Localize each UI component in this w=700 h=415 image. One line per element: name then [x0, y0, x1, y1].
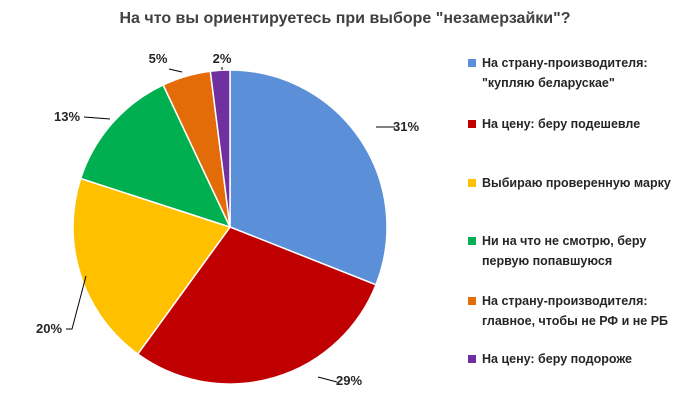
data-labels: 31% 29% 20% 13% 5% 2% — [36, 51, 419, 388]
legend-label-line: первую попавшуюся — [482, 254, 612, 268]
legend-label: На страну-производителя: "купляю беларуск… — [482, 56, 648, 90]
legend-label-line: На цену: беру подешевле — [482, 117, 640, 131]
legend-label-line: "купляю беларускае" — [482, 76, 615, 90]
data-label: 13% — [54, 109, 80, 124]
legend-swatch — [468, 59, 476, 67]
legend-swatch — [468, 237, 476, 245]
pie-slice — [136, 226, 377, 385]
data-label: 20% — [36, 321, 62, 336]
leader-line — [66, 275, 87, 330]
pie-slice — [72, 177, 232, 356]
leader-line — [83, 116, 111, 120]
legend-label-line: На страну-производителя: — [482, 294, 648, 308]
legend-swatch — [468, 179, 476, 187]
legend-label: На страну-производителя: главное, чтобы н… — [482, 294, 668, 328]
leader-line — [168, 68, 183, 73]
legend-label: Ни на что не смотрю, беру первую попавшую… — [482, 234, 646, 268]
legend-label: Выбираю проверенную марку — [482, 176, 671, 190]
pie-slice — [209, 69, 231, 228]
data-label: 31% — [393, 119, 419, 134]
legend-label-line: Ни на что не смотрю, беру — [482, 234, 646, 248]
chart-title: На что вы ориентируетесь при выборе "нез… — [120, 10, 571, 27]
legend-label-line: На цену: беру подороже — [482, 352, 632, 366]
legend-label-line: Выбираю проверенную марку — [482, 176, 671, 190]
pie-slice — [79, 83, 232, 229]
data-label: 2% — [213, 51, 232, 66]
legend-swatch — [468, 355, 476, 363]
legend-label: На цену: беру подороже — [482, 352, 632, 366]
legend-label-line: На страну-производителя: — [482, 56, 648, 70]
data-label: 5% — [149, 51, 168, 66]
legend-swatch — [468, 120, 476, 128]
data-label: 29% — [336, 373, 362, 388]
leader-line — [317, 376, 338, 383]
pie-slices — [72, 69, 388, 385]
legend-label: На цену: беру подешевле — [482, 117, 640, 131]
leader-lines — [66, 67, 395, 383]
legend-swatch — [468, 297, 476, 305]
pie-slice — [229, 69, 388, 286]
legend: На страну-производителя: "купляю беларуск… — [468, 56, 671, 366]
legend-label-line: главное, чтобы не РФ и не РБ — [482, 314, 668, 328]
